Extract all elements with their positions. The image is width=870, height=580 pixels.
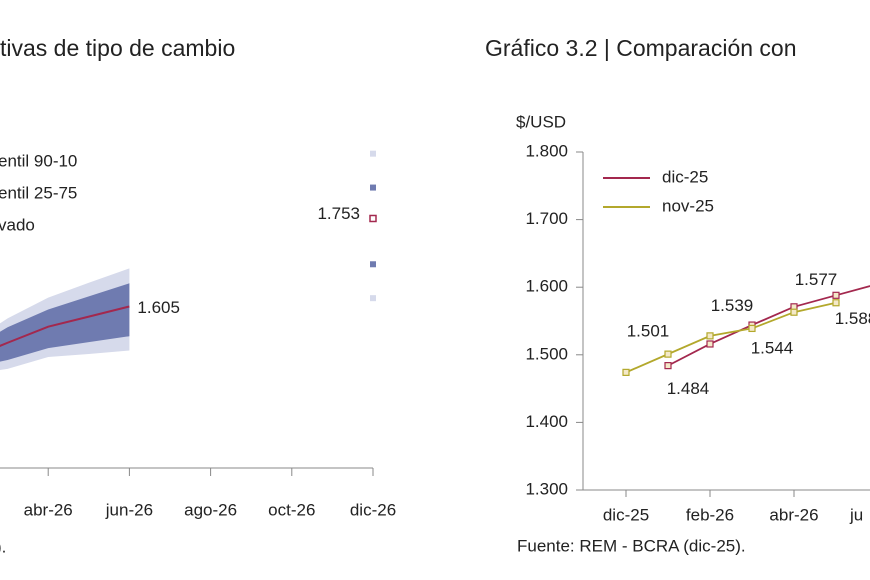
marker (790, 308, 798, 316)
footnote: Fuente: REM - BCRA (dic-25). (517, 536, 746, 555)
legend-label: entil 90-10 (0, 151, 77, 170)
band-marker (370, 295, 376, 302)
data-label: 1.501 (627, 322, 670, 341)
marker (832, 299, 840, 307)
x-tick-label: abr-26 (24, 500, 73, 519)
marker (748, 324, 756, 333)
band-marker (370, 184, 376, 191)
y-tick-label: 1.600 (525, 277, 568, 296)
x-tick-label: feb-26 (686, 505, 734, 524)
data-label: 1.753 (317, 204, 360, 223)
x-tick-label: dic-26 (350, 500, 396, 519)
x-tick-label: abr-26 (769, 505, 818, 524)
x-tick-label: ju (849, 505, 863, 524)
x-tick-label: oct-26 (268, 500, 315, 519)
marker (706, 332, 714, 340)
legend-label: dic-25 (662, 167, 708, 186)
line (667, 285, 870, 367)
legend-label: vado (0, 215, 35, 234)
marker (664, 350, 672, 358)
marker (832, 291, 840, 299)
legend-label: entil 25-75 (0, 183, 77, 202)
data-label: 1.588 (835, 309, 870, 328)
data-label: 1.605 (137, 298, 180, 317)
y-axis-label: $/USD (516, 112, 566, 131)
x-tick-label: dic-25 (603, 505, 649, 524)
marker (369, 214, 377, 223)
data-label: 1.484 (667, 379, 710, 398)
marker (622, 368, 630, 376)
line (625, 301, 837, 374)
y-tick-label: 1.700 (525, 209, 568, 228)
chart-title: tivas de tipo de cambio (0, 35, 235, 61)
y-tick-label: 1.800 (525, 141, 568, 160)
y-tick-label: 1.300 (525, 479, 568, 498)
marker (664, 362, 672, 370)
data-label: 1.539 (711, 296, 754, 315)
y-tick-label: 1.500 (525, 344, 568, 363)
line (0, 305, 130, 347)
x-tick-label: ago-26 (184, 500, 237, 519)
band-marker (370, 150, 376, 157)
band-marker (370, 261, 376, 268)
y-tick-label: 1.400 (525, 412, 568, 431)
marker (706, 340, 714, 348)
footnote: ). (0, 537, 6, 556)
legend-label: nov-25 (662, 196, 714, 215)
chart-title: Gráfico 3.2 | Comparación con (485, 35, 797, 61)
data-label: 1.577 (795, 270, 838, 289)
x-tick-label: jun-26 (105, 500, 153, 519)
data-label: 1.544 (751, 339, 794, 358)
